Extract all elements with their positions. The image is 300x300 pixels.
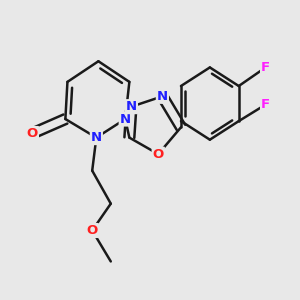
Text: N: N [126,100,137,113]
Text: F: F [261,98,270,111]
Text: N: N [120,112,131,125]
Text: N: N [157,90,168,103]
Text: N: N [91,131,102,144]
Text: F: F [261,61,270,74]
Text: O: O [153,148,164,160]
Text: O: O [87,224,98,237]
Text: O: O [27,127,38,140]
